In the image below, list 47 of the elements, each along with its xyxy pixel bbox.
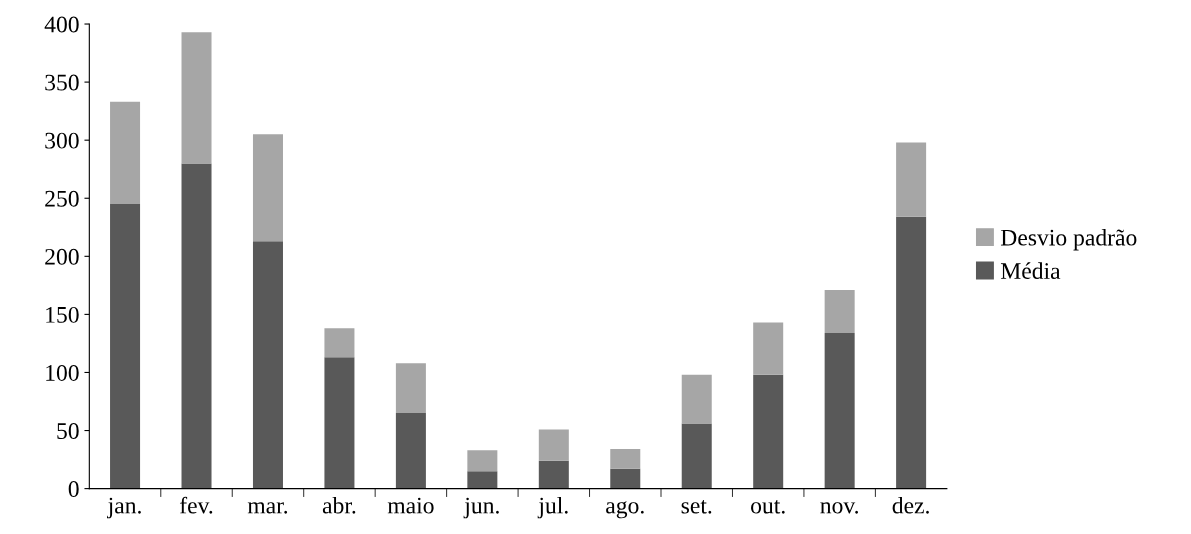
bar [467, 471, 498, 489]
y-tick-label: 0 [68, 481, 79, 498]
y-tick-label: 50 [57, 423, 79, 439]
legend-label: Desvio padrão [1000, 229, 1137, 251]
bar [824, 332, 855, 489]
y-tick-label: 100 [46, 364, 79, 381]
bar [681, 374, 712, 424]
bar [324, 357, 355, 489]
x-tick-label: maio [387, 497, 434, 514]
bar [610, 449, 641, 469]
bar [896, 142, 927, 217]
x-tick-label: out. [751, 500, 785, 514]
y-tick-label: 150 [46, 306, 79, 323]
bar [753, 374, 784, 489]
bar [110, 204, 141, 489]
x-tick-label: abr. [322, 496, 356, 514]
legend-label: Média [1000, 262, 1061, 279]
x-tick-label: jun. [463, 497, 499, 519]
x-tick-label: mar. [247, 502, 288, 514]
x-tick-label: ago. [606, 501, 644, 519]
bar [395, 413, 426, 489]
bar [324, 328, 355, 358]
x-tick-label: dez. [892, 496, 929, 514]
y-tick-label: 200 [45, 248, 79, 265]
bar [110, 101, 141, 205]
y-tick-label: 350 [45, 74, 79, 91]
bar [181, 163, 212, 489]
x-tick-label: jan. [107, 497, 141, 519]
bar [467, 450, 498, 472]
bar [896, 216, 927, 489]
x-tick-label: set. [681, 500, 712, 514]
bar [610, 468, 641, 489]
x-tick-label: nov. [820, 502, 858, 514]
x-tick-label: jul. [537, 496, 568, 519]
bar [252, 241, 283, 489]
bar [395, 363, 426, 414]
bar [538, 429, 569, 461]
bar [181, 32, 212, 164]
bar [681, 423, 712, 489]
bar [753, 322, 784, 375]
bar [252, 134, 283, 242]
bar [824, 290, 855, 333]
bar [538, 460, 569, 489]
x-tick-label: fev. [179, 496, 213, 514]
y-tick-label: 300 [45, 132, 79, 149]
y-tick-label: 400 [44, 16, 79, 33]
y-tick-label: 250 [45, 190, 79, 207]
